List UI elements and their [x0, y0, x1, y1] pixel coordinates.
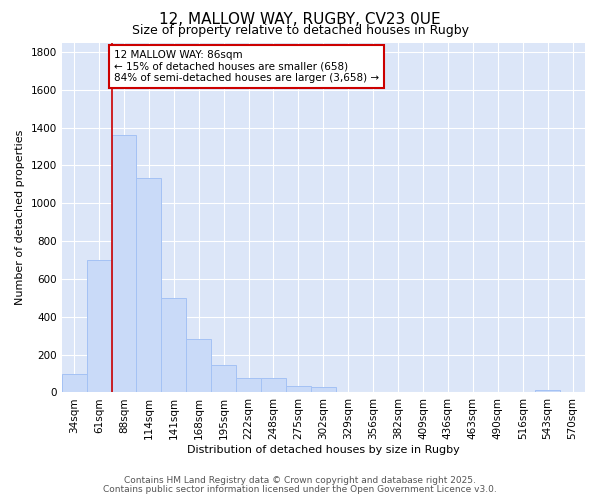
Bar [236, 378, 261, 392]
Bar [186, 340, 211, 392]
X-axis label: Distribution of detached houses by size in Rugby: Distribution of detached houses by size … [187, 445, 460, 455]
Text: 12 MALLOW WAY: 86sqm
← 15% of detached houses are smaller (658)
84% of semi-deta: 12 MALLOW WAY: 86sqm ← 15% of detached h… [114, 50, 379, 84]
Bar [311, 387, 336, 392]
Bar [136, 178, 161, 392]
Bar [211, 365, 236, 392]
Bar [112, 135, 136, 392]
Text: Size of property relative to detached houses in Rugby: Size of property relative to detached ho… [131, 24, 469, 37]
Bar [535, 390, 560, 392]
Bar [286, 386, 311, 392]
Text: 12, MALLOW WAY, RUGBY, CV23 0UE: 12, MALLOW WAY, RUGBY, CV23 0UE [159, 12, 441, 28]
Bar [261, 378, 286, 392]
Text: Contains HM Land Registry data © Crown copyright and database right 2025.: Contains HM Land Registry data © Crown c… [124, 476, 476, 485]
Text: Contains public sector information licensed under the Open Government Licence v3: Contains public sector information licen… [103, 484, 497, 494]
Bar [161, 298, 186, 392]
Bar [86, 260, 112, 392]
Bar [62, 374, 86, 392]
Y-axis label: Number of detached properties: Number of detached properties [15, 130, 25, 305]
